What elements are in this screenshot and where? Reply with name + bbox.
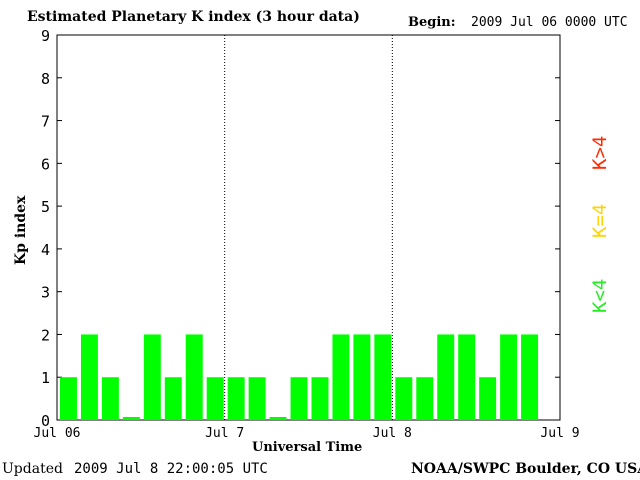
y-tick-label: 0 xyxy=(41,412,50,430)
legend-k-gt-4: K>4 xyxy=(589,135,611,170)
kp-bar xyxy=(395,377,413,420)
kp-bar xyxy=(206,377,224,420)
kp-bar xyxy=(248,377,266,420)
plot-frame xyxy=(56,34,561,421)
y-tick-label: 2 xyxy=(41,326,50,344)
kp-bar xyxy=(143,334,161,420)
y-tick-label: 6 xyxy=(41,155,50,173)
x-tick-label: Jul 9 xyxy=(540,426,579,441)
y-tick-label: 5 xyxy=(41,198,50,216)
kp-bar xyxy=(122,417,140,420)
updated-label: Updated xyxy=(2,461,63,477)
kp-bar xyxy=(353,334,371,420)
updated-value: 2009 Jul 8 22:00:05 UTC xyxy=(74,461,268,477)
x-tick-label: Jul 06 xyxy=(34,426,81,441)
kp-bar xyxy=(416,377,434,420)
kp-bar xyxy=(332,334,350,420)
kp-bar xyxy=(374,334,392,420)
legend-k-lt-4: K<4 xyxy=(589,278,611,313)
kp-bar xyxy=(458,334,476,420)
kp-bar xyxy=(227,377,245,420)
kp-bar xyxy=(479,377,497,420)
kp-bar xyxy=(521,334,539,420)
source-credit: NOAA/SWPC Boulder, CO USA xyxy=(411,461,640,477)
y-tick-label: 3 xyxy=(41,284,50,302)
kp-bar xyxy=(437,334,455,420)
kp-bar xyxy=(164,377,182,420)
x-axis-label: Universal Time xyxy=(252,440,363,455)
y-tick-label: 8 xyxy=(41,70,50,88)
y-tick-label: 4 xyxy=(41,241,50,259)
chart-title: Estimated Planetary K index (3 hour data… xyxy=(27,9,360,25)
kp-bar xyxy=(290,377,308,420)
x-tick-label: Jul 7 xyxy=(205,426,244,441)
kp-bar xyxy=(311,377,329,420)
kp-bar xyxy=(60,377,77,420)
y-axis-label: Kp index xyxy=(13,195,29,265)
x-tick-label: Jul 8 xyxy=(373,426,412,441)
begin-label: Begin: xyxy=(408,15,456,30)
y-tick-label: 1 xyxy=(41,369,50,387)
kp-bar xyxy=(269,417,287,420)
y-tick-label: 7 xyxy=(41,113,50,131)
y-tick-label: 9 xyxy=(41,27,50,45)
begin-value: 2009 Jul 06 0000 UTC xyxy=(471,15,628,30)
kp-bar xyxy=(185,334,203,420)
kp-bar xyxy=(80,334,98,420)
kp-bar xyxy=(500,334,518,420)
legend-k-eq-4: K=4 xyxy=(589,203,611,238)
kp-bar xyxy=(101,377,119,420)
